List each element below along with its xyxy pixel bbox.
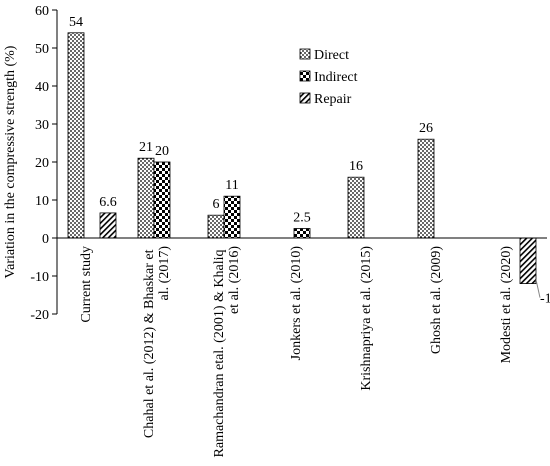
bar <box>207 214 225 239</box>
legend-swatch <box>299 70 311 82</box>
legend-label: Direct <box>314 48 349 63</box>
bar <box>293 228 311 239</box>
bar <box>67 32 85 239</box>
x-tick-label: Krishnapriya et al. (2015) <box>359 246 374 391</box>
data-label: 2.5 <box>293 211 311 226</box>
bar <box>153 161 171 239</box>
data-label: 54 <box>69 15 83 30</box>
bar <box>223 195 241 239</box>
y-axis-title: Variation in the compressive strength (%… <box>3 45 18 278</box>
y-tick-label: 60 <box>35 4 49 19</box>
y-tick-label: 10 <box>35 194 49 209</box>
bar <box>417 138 435 239</box>
data-label: 11 <box>225 178 238 193</box>
legend-swatch <box>299 92 311 104</box>
x-tick-label: Chahal et al. (2012) & Bhaskar et al. (2… <box>142 246 172 438</box>
bar <box>519 237 537 284</box>
bar <box>99 212 117 239</box>
legend-label: Repair <box>314 92 352 107</box>
x-tick-label: Ramachandran etal. (2001) & Khaliq et al… <box>212 246 242 458</box>
y-tick-label: 50 <box>35 42 49 57</box>
bar <box>347 176 365 239</box>
legend-swatch <box>299 48 311 60</box>
y-tick-label: 40 <box>35 80 49 95</box>
data-label: 6 <box>213 197 220 212</box>
legend-label: Indirect <box>314 70 358 85</box>
leader-line <box>535 279 541 298</box>
bar <box>137 157 155 239</box>
data-label: 16 <box>349 159 363 174</box>
y-tick-label: 30 <box>35 118 49 133</box>
x-tick-label: Modesti et al. (2020) <box>499 246 514 364</box>
data-label: 21 <box>139 140 153 155</box>
y-tick-label: 20 <box>35 156 49 171</box>
x-tick-label: Current study <box>79 246 94 323</box>
y-tick-label: -10 <box>30 270 49 285</box>
data-label: 26 <box>419 121 433 136</box>
x-tick-label: Jonkers et al. (2010) <box>289 246 304 361</box>
x-tick-label: Ghosh et al. (2009) <box>429 246 444 354</box>
y-tick-label: -20 <box>30 308 49 323</box>
data-label: -12 <box>540 292 550 307</box>
data-label: 20 <box>155 144 169 159</box>
y-tick-label: 0 <box>42 232 49 247</box>
data-label: 6.6 <box>99 195 117 210</box>
